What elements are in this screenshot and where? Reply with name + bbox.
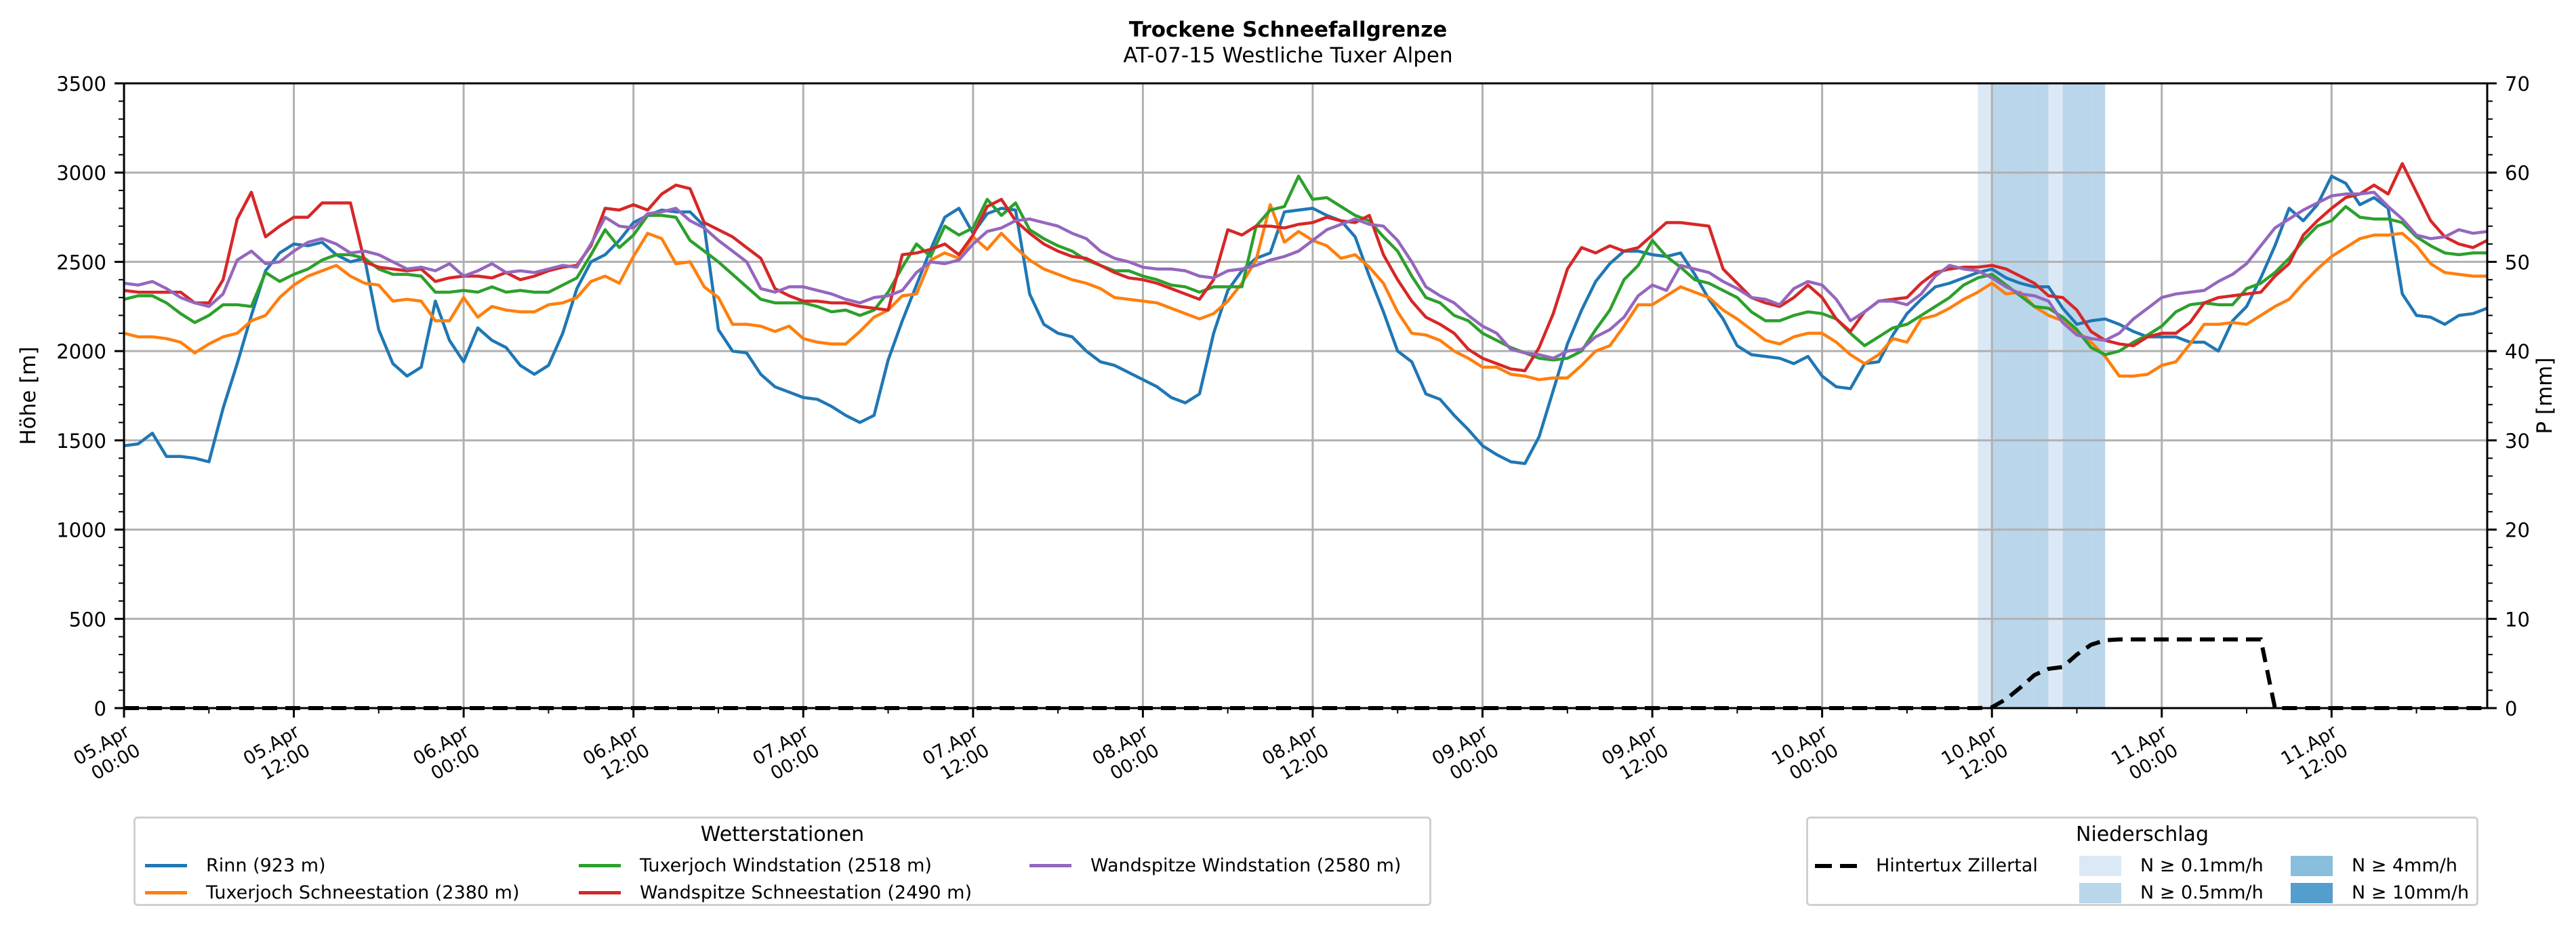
- y-tick-right-label: 0: [2505, 697, 2517, 720]
- legend-item-tuxerjoch-windstation: Tuxerjoch Windstation (2518 m): [579, 855, 932, 876]
- legend-label: Hintertux Zillertal: [1876, 855, 2038, 876]
- legend-item-n4: N ≥ 4mm/h: [2291, 855, 2457, 876]
- series-line-1: [123, 203, 2487, 381]
- legend-item-n01: N ≥ 0.1mm/h: [2079, 855, 2264, 876]
- y-tick-label: 1500: [56, 430, 106, 453]
- legend-label: Wandspitze Windstation (2580 m): [1090, 855, 1402, 876]
- legend-item-tuxerjoch-schneestation: Tuxerjoch Schneestation (2380 m): [145, 882, 520, 903]
- legend-label: Rinn (923 m): [206, 855, 326, 876]
- y-tick-right-label: 40: [2505, 340, 2530, 363]
- precip-band: [2077, 83, 2091, 708]
- y-tick-right-label: 70: [2505, 73, 2530, 96]
- series-line-3: [123, 162, 2489, 373]
- legend-item-n05: N ≥ 0.5mm/h: [2079, 882, 2264, 903]
- precip-band: [2062, 83, 2077, 708]
- legend-label: Tuxerjoch Windstation (2518 m): [640, 855, 932, 876]
- legend-swatch: [1029, 864, 1071, 867]
- legend-label: N ≥ 0.5mm/h: [2140, 882, 2264, 903]
- chart-title: Trockene Schneefallgrenze: [1128, 18, 1448, 42]
- plot-frame: [123, 82, 2489, 709]
- legend-label: Wandspitze Schneestation (2490 m): [640, 882, 973, 903]
- precip-band: [2034, 83, 2049, 708]
- legend-swatch: [579, 891, 621, 894]
- legend-precip-title: Niederschlag: [2076, 823, 2209, 846]
- legend-item-n10: N ≥ 10mm/h: [2291, 882, 2469, 903]
- precip-band: [2091, 83, 2106, 708]
- y-ticks-right: 0 10 20 30 40 50 60 70: [2487, 73, 2530, 720]
- precip-band: [2006, 83, 2020, 708]
- series-line-4: [123, 190, 2488, 360]
- legend-label: N ≥ 4mm/h: [2352, 855, 2457, 876]
- precip-band: [2048, 83, 2063, 708]
- legend-swatch: [579, 864, 621, 867]
- precip-band: [1992, 83, 2007, 708]
- legend-swatch: [2079, 855, 2121, 876]
- y-tick-label: 3000: [56, 162, 106, 185]
- legend-item-wandspitze-windstation: Wandspitze Windstation (2580 m): [1029, 855, 1401, 876]
- legend-swatch: [2291, 855, 2333, 876]
- legend-stations-title: Wetterstationen: [700, 823, 865, 846]
- y-ticks-left: 0 500 1000 1500 2000 2500 3000 3500: [56, 73, 124, 720]
- axes: [123, 82, 2489, 709]
- y-tick-label: 3500: [56, 73, 106, 96]
- y-tick-label: 2500: [56, 251, 106, 274]
- legend-item-wandspitze-schneestation: Wandspitze Schneestation (2490 m): [579, 882, 972, 903]
- series-line-0: [123, 174, 2488, 466]
- y-tick-right-label: 60: [2505, 162, 2530, 185]
- legend-label: Tuxerjoch Schneestation (2380 m): [206, 882, 520, 903]
- series-line-2: [123, 174, 2487, 362]
- y-tick-label: 500: [69, 608, 106, 631]
- precip-cumulative-line: [124, 637, 2487, 710]
- series-lines: [123, 162, 2489, 466]
- y-tick-right-label: 20: [2505, 519, 2530, 542]
- legend-swatch: [2291, 882, 2333, 903]
- y-axis-label-right: P [mm]: [2533, 357, 2557, 434]
- y-axis-label: Höhe [m]: [16, 346, 41, 445]
- legend-label: N ≥ 10mm/h: [2352, 882, 2470, 903]
- y-tick-right-label: 50: [2505, 251, 2530, 274]
- y-tick-label: 0: [94, 697, 106, 720]
- legend-precip: Niederschlag Hintertux Zillertal N ≥ 0.1…: [1806, 817, 2478, 906]
- precip-line: [124, 637, 2487, 710]
- legend-item-hintertux: Hintertux Zillertal: [1815, 855, 2038, 876]
- legend-swatch: [145, 891, 187, 894]
- y-tick-right-label: 10: [2505, 608, 2530, 631]
- chart-subtitle: AT-07-15 Westliche Tuxer Alpen: [1123, 43, 1453, 68]
- y-tick-label: 1000: [56, 519, 106, 542]
- precip-band: [1978, 83, 1992, 708]
- legend-swatch: [145, 864, 187, 867]
- legend-swatch-dashed: [1815, 863, 1857, 868]
- grid-lines: [124, 83, 2487, 708]
- chart-canvas: 0 500 1000 1500 2000 2500 3000 3500 0 10 20 30 40 50…: [16, 73, 2557, 785]
- legend-item-rinn: Rinn (923 m): [145, 855, 326, 876]
- precip-band: [2020, 83, 2035, 708]
- legend-swatch: [2079, 882, 2121, 903]
- legend-label: N ≥ 0.1mm/h: [2140, 855, 2264, 876]
- y-tick-label: 2000: [56, 340, 106, 363]
- precip-bands: [1978, 83, 2106, 708]
- legend-stations: Wetterstationen Rinn (923 m) Tuxerjoch S…: [134, 817, 1431, 906]
- y-tick-right-label: 30: [2505, 430, 2530, 453]
